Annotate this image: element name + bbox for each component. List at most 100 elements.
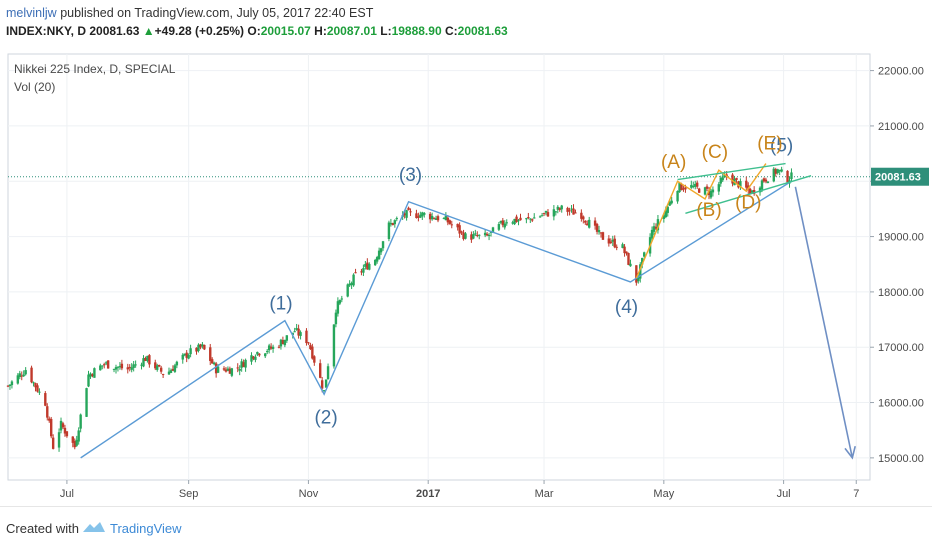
candle-down [707,190,711,196]
candle-up [104,362,108,364]
candle-down [749,188,752,194]
plot-area[interactable] [7,53,871,481]
candle-up [156,365,159,370]
candle-down [582,216,585,220]
candle-up [271,346,275,349]
candle-down [46,406,49,418]
subwave-label: (A) [661,152,686,173]
candle-down [403,213,406,216]
candle-up [350,282,353,285]
candle-up [32,382,35,384]
candle-up [670,200,673,204]
candle-up [421,212,424,217]
candle-up [529,218,532,220]
candle-down [224,369,228,372]
candle-down [593,220,597,226]
candle-up [444,215,448,221]
candle-up [387,222,391,239]
candle-down [252,356,255,359]
candle-down [546,212,550,217]
candle-up [517,220,520,222]
candle-down [531,219,534,221]
candle-up [379,248,383,253]
candle-up [346,284,349,297]
candle-up [59,420,63,431]
candle-down [558,208,561,210]
candle-up [264,353,267,357]
candle-down [305,330,308,344]
wave-annotations: (1) (2) (3) (4) (5) (A) (B) (C) (D) (E) [80,134,856,460]
subwave-label: (E) [757,134,782,155]
candle-down [71,436,74,443]
candle-up [717,184,721,192]
candle-up [216,366,220,373]
candle-up [511,222,514,224]
candle-up [267,345,271,351]
candle-down [236,367,239,369]
candle-down [360,271,363,273]
candle-up [487,235,491,237]
candle-up [776,169,779,174]
candle-down [697,188,701,193]
y-tick-label: 15000.00 [878,453,924,465]
candle-down [73,441,76,448]
candle-down [428,213,432,220]
candle-down [407,207,410,211]
publish-line: melvinljw published on TradingView.com, … [6,4,926,22]
candle-down [586,223,589,226]
candle-down [436,216,440,221]
candle-up [641,257,644,265]
candle-down [415,213,418,219]
candle-up [656,219,660,231]
candle-up [621,244,624,248]
last-price: 20081.63 [89,24,140,38]
candle-down [128,366,131,368]
subwave-label: (D) [735,192,761,213]
candle-up [10,381,14,386]
published-text: published on TradingView.com, July 05, 2… [60,6,374,20]
high-value: 20087.01 [326,24,377,38]
candle-up [538,216,542,218]
tradingview-brand[interactable]: TradingView [110,521,182,536]
x-tick-label: Mar [535,488,554,500]
candle-down [144,357,147,361]
candle-up [336,301,340,314]
created-with-text: Created with [6,521,79,536]
candle-up [483,232,487,236]
x-axis: Jul Sep Nov 2017 Mar May Jul 7 [60,480,859,500]
candle-down [103,364,106,366]
candle-up [254,356,257,360]
candle-up [348,283,351,286]
candle-up [637,276,640,282]
x-tick-label: Nov [299,488,319,500]
candle-up [750,190,754,193]
candle-down [599,232,603,234]
candle-up [197,344,200,352]
candle-up [721,177,724,181]
candle-down [519,217,522,221]
ohlc-line: INDEX:NKY, D 20081.63 ▲+49.28 (+0.25%) O… [6,22,926,40]
price-chart[interactable]: (1)(2)(3)(4)(5)(A)(B)(C)(D)(E) 15000.001… [0,48,932,506]
author-link[interactable]: melvinljw [6,6,57,20]
candle-up [766,181,770,184]
candle-down [432,217,436,219]
candle-up [629,263,632,267]
candle-down [319,363,322,378]
candle-down [171,369,175,371]
candle-up [87,374,90,387]
candle-up [790,172,793,180]
candle-up [265,351,269,353]
candle-down [34,382,37,388]
candle-up [240,361,243,368]
candle-down [203,344,206,350]
candle-down [731,174,734,184]
candle-down [48,418,51,421]
candle-up [118,366,122,368]
candle-down [501,220,505,226]
candle-up [332,324,336,367]
candle-down [199,344,202,348]
candle-up [692,186,695,188]
candle-down [527,217,530,219]
candle-down [542,213,546,215]
candle-down [269,346,273,349]
